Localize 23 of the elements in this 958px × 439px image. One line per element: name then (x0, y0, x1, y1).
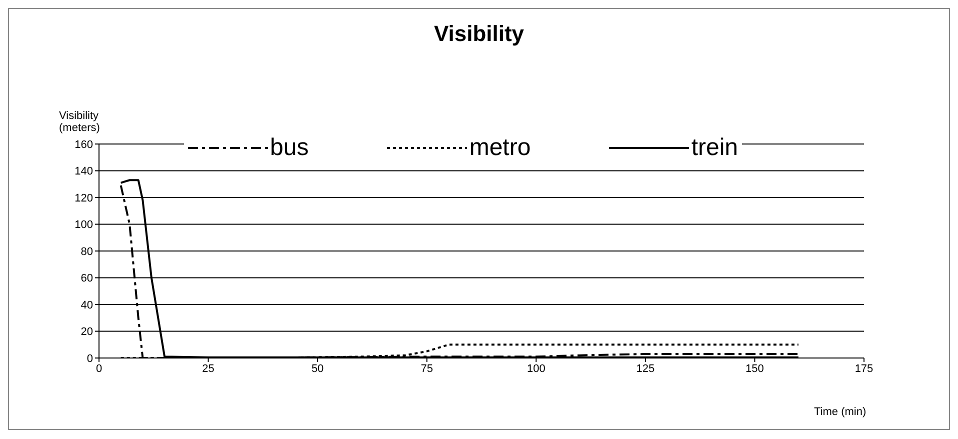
x-tick-label: 175 (854, 362, 874, 375)
x-tick-label: 125 (636, 362, 655, 375)
y-tick-label: 0 (86, 352, 93, 365)
x-tick-label: 75 (420, 362, 433, 375)
x-tick-label: 50 (311, 362, 324, 375)
x-tick-label: 0 (96, 362, 102, 375)
legend-label: metro (469, 134, 531, 162)
legend-label: bus (270, 134, 309, 162)
y-tick-label: 140 (74, 166, 93, 178)
x-tick-label: 150 (746, 362, 764, 375)
y-tick-label: 40 (80, 299, 93, 312)
y-tick-label: 80 (80, 246, 93, 258)
x-tick-label: 100 (526, 362, 546, 375)
y-axis-title: Visibility (meters) (59, 110, 100, 134)
y-tick-label: 100 (74, 219, 93, 232)
x-tick-label: 25 (202, 362, 214, 375)
x-axis-title: Time (min) (814, 406, 866, 418)
chart-title: Visibility (432, 21, 526, 47)
legend-label: trein (691, 134, 738, 162)
y-tick-label: 160 (74, 138, 93, 151)
y-tick-label: 20 (80, 326, 93, 338)
y-tick-label: 60 (80, 272, 93, 285)
y-tick-label: 120 (74, 192, 93, 204)
